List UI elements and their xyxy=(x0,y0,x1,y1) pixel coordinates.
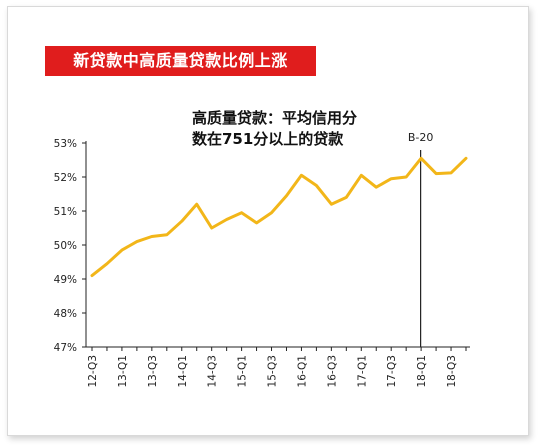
x-tick-label: 17-Q3 xyxy=(386,355,398,387)
x-tick-label: 14-Q1 xyxy=(177,355,189,387)
x-tick-label: 17-Q1 xyxy=(356,355,368,387)
y-tick-label: 47% xyxy=(54,342,77,354)
annotation-line-1: 高质量贷款：平均信用分 xyxy=(192,109,358,127)
chart-card xyxy=(7,6,529,436)
chart-title: 新贷款中高质量贷款比例上涨 xyxy=(45,46,316,76)
x-tick-label: 15-Q1 xyxy=(237,355,249,387)
x-tick-label: 12-Q3 xyxy=(87,355,99,387)
y-tick-label: 52% xyxy=(54,172,77,184)
y-tick-label: 51% xyxy=(54,206,77,218)
annotation-text: 高质量贷款：平均信用分 数在751分以上的贷款 xyxy=(192,108,357,150)
x-tick-label: 16-Q3 xyxy=(326,355,338,387)
x-tick-label: 18-Q3 xyxy=(446,355,458,387)
x-tick-label: 13-Q1 xyxy=(117,355,129,387)
annotation-line-2: 数在751分以上的贷款 xyxy=(192,130,344,148)
x-tick-label: 14-Q3 xyxy=(207,355,219,387)
y-tick-label: 50% xyxy=(54,240,77,252)
x-tick-label: 15-Q3 xyxy=(267,355,279,387)
x-tick-label: 16-Q1 xyxy=(296,355,308,387)
marker-label: B-20 xyxy=(408,131,434,144)
y-tick-label: 49% xyxy=(54,274,77,286)
y-tick-label: 48% xyxy=(54,308,77,320)
y-tick-label: 53% xyxy=(54,138,77,150)
x-tick-label: 18-Q1 xyxy=(416,355,428,387)
series-line xyxy=(90,156,468,278)
x-tick-label: 13-Q3 xyxy=(147,355,159,387)
